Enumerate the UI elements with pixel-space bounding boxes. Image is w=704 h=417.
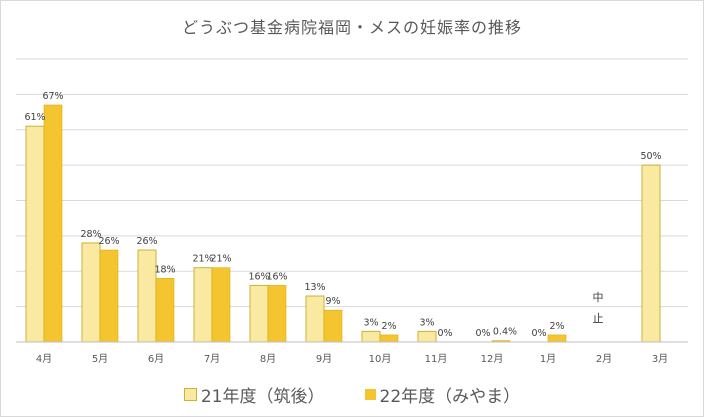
bar-series-1: [137, 249, 157, 343]
bar-series-1: [305, 295, 325, 343]
x-tick-label: 9月: [316, 353, 332, 365]
data-label: 3%: [419, 317, 434, 328]
x-tick-label: 2月: [596, 353, 612, 365]
data-label: 61%: [24, 112, 45, 123]
x-tick-label: 5月: [92, 353, 108, 365]
legend: 21年度（筑後） 22年度（みやま）: [0, 382, 704, 407]
legend-swatch-series-2: [364, 389, 376, 400]
data-label: 26%: [136, 236, 157, 247]
data-label: 2%: [549, 321, 564, 332]
data-label: 21%: [192, 254, 213, 265]
bar-series-2: [211, 267, 231, 343]
data-label: 13%: [304, 282, 325, 293]
bar-series-1: [25, 125, 45, 343]
data-label: 0.4%: [493, 327, 517, 338]
x-tick-label: 3月: [652, 353, 668, 365]
annotation-text: 中: [593, 291, 604, 304]
data-label: 2%: [381, 321, 396, 332]
x-tick-label: 11月: [425, 353, 448, 365]
data-label: 16%: [266, 271, 287, 282]
data-label: 50%: [640, 151, 661, 162]
bar-series-1: [641, 164, 661, 343]
bar-series-1: [361, 330, 381, 343]
data-label: 0%: [531, 328, 546, 339]
bar-series-1: [81, 242, 101, 343]
data-labels: 61%67%28%26% 26%18%21%21%16%16%13%9%3% 2% 3…: [24, 91, 661, 339]
legend-swatch-series-1: [183, 388, 197, 401]
data-label: 0%: [437, 328, 452, 339]
bar-series-1: [249, 284, 269, 343]
x-tick-label: 10月: [369, 353, 392, 365]
x-tick-label: 6月: [148, 353, 164, 365]
data-label: 28%: [80, 229, 101, 240]
annotation-text: 止: [593, 312, 604, 325]
legend-item-series-2: 22年度（みやま）: [364, 382, 521, 407]
bar-series-1: [417, 330, 437, 343]
x-tick-label: 12月: [481, 353, 504, 365]
bar-series-1: [193, 267, 213, 343]
gridlines: [16, 58, 688, 308]
data-label: 18%: [154, 264, 175, 275]
x-tick-label: 1月: [540, 353, 556, 365]
data-label: 26%: [98, 236, 119, 247]
data-label: 9%: [325, 296, 340, 307]
legend-label-series-2: 22年度（みやま）: [379, 387, 521, 407]
x-axis-ticks: 4月 5月 6月 7月 8月 9月 10月 11月 12月 1月 2月 3月: [36, 353, 668, 365]
data-label: 16%: [248, 271, 269, 282]
x-tick-label: 4月: [36, 353, 52, 365]
chart-title: どうぶつ基金病院福岡・メスの妊娠率の推移: [181, 18, 522, 37]
bar-series-2: [379, 334, 399, 343]
bar-series-2: [99, 249, 119, 343]
x-tick-label: 7月: [204, 353, 220, 365]
legend-item-series-1: 21年度（筑後）: [183, 382, 325, 407]
data-label: 3%: [363, 317, 378, 328]
bar-series-2: [323, 309, 343, 343]
x-tick-label: 8月: [260, 353, 276, 365]
data-label: 0%: [475, 328, 490, 339]
data-label: 67%: [42, 91, 63, 102]
legend-label-series-1: 21年度（筑後）: [200, 387, 325, 407]
bar-series-2: [155, 278, 175, 343]
bar-series-2: [547, 334, 567, 343]
bar-series-2: [267, 285, 287, 343]
bar-series-2: [43, 104, 63, 343]
data-label: 21%: [210, 254, 231, 265]
